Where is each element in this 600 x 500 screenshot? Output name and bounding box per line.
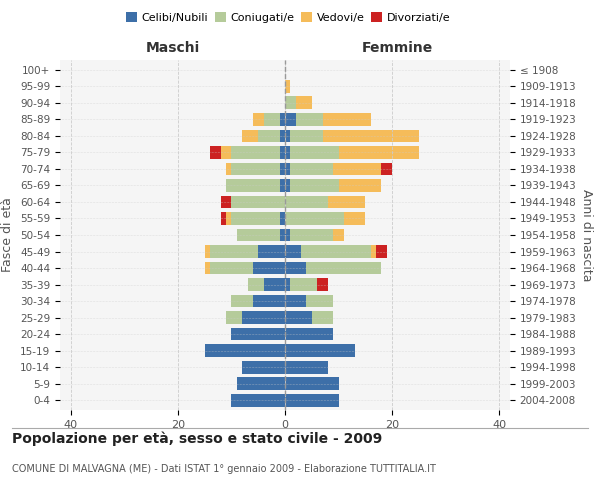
Bar xyxy=(263,278,285,291)
Bar xyxy=(226,179,280,192)
Bar xyxy=(205,262,210,274)
Bar xyxy=(290,146,338,159)
Bar xyxy=(210,146,221,159)
Bar xyxy=(285,311,312,324)
Bar xyxy=(232,328,285,340)
Bar xyxy=(328,196,365,208)
Bar xyxy=(285,212,344,225)
Text: Maschi: Maschi xyxy=(145,40,200,54)
Bar xyxy=(285,179,290,192)
Bar xyxy=(382,162,392,175)
Y-axis label: Anni di nascita: Anni di nascita xyxy=(580,188,593,281)
Bar xyxy=(232,162,280,175)
Bar xyxy=(344,212,365,225)
Bar xyxy=(263,113,280,126)
Bar xyxy=(237,377,285,390)
Bar xyxy=(317,278,328,291)
Bar xyxy=(333,162,382,175)
Bar xyxy=(296,96,312,110)
Bar xyxy=(210,245,258,258)
Bar xyxy=(323,113,371,126)
Bar xyxy=(221,196,232,208)
Bar xyxy=(280,179,285,192)
Legend: Celibi/Nubili, Coniugati/e, Vedovi/e, Divorziati/e: Celibi/Nubili, Coniugati/e, Vedovi/e, Di… xyxy=(121,8,455,28)
Bar xyxy=(376,245,387,258)
Bar xyxy=(258,245,285,258)
Bar xyxy=(237,228,280,241)
Bar xyxy=(258,130,280,142)
Bar xyxy=(232,196,285,208)
Bar xyxy=(280,113,285,126)
Bar xyxy=(253,113,263,126)
Bar xyxy=(285,262,307,274)
Bar xyxy=(285,162,290,175)
Bar xyxy=(285,130,290,142)
Bar xyxy=(312,311,333,324)
Bar xyxy=(242,130,258,142)
Bar xyxy=(205,344,285,357)
Bar xyxy=(232,294,253,308)
Bar xyxy=(221,146,232,159)
Bar xyxy=(226,162,232,175)
Bar xyxy=(285,294,307,308)
Bar xyxy=(285,328,333,340)
Bar xyxy=(301,245,371,258)
Bar xyxy=(290,228,333,241)
Bar xyxy=(221,212,226,225)
Bar xyxy=(285,80,290,93)
Bar xyxy=(210,262,253,274)
Bar xyxy=(290,278,317,291)
Bar xyxy=(285,278,290,291)
Bar xyxy=(285,344,355,357)
Bar xyxy=(280,212,285,225)
Bar xyxy=(323,130,419,142)
Bar xyxy=(338,179,382,192)
Text: Popolazione per età, sesso e stato civile - 2009: Popolazione per età, sesso e stato civil… xyxy=(12,431,382,446)
Bar xyxy=(290,179,338,192)
Bar xyxy=(226,311,242,324)
Bar xyxy=(285,228,290,241)
Bar xyxy=(253,294,285,308)
Bar xyxy=(290,162,333,175)
Bar xyxy=(285,377,338,390)
Bar xyxy=(371,245,376,258)
Bar xyxy=(307,294,333,308)
Bar xyxy=(290,130,323,142)
Bar xyxy=(338,146,419,159)
Text: COMUNE DI MALVAGNA (ME) - Dati ISTAT 1° gennaio 2009 - Elaborazione TUTTITALIA.I: COMUNE DI MALVAGNA (ME) - Dati ISTAT 1° … xyxy=(12,464,436,474)
Bar xyxy=(242,311,285,324)
Y-axis label: Fasce di età: Fasce di età xyxy=(1,198,14,272)
Bar xyxy=(232,212,280,225)
Bar xyxy=(253,262,285,274)
Bar xyxy=(285,360,328,374)
Bar xyxy=(333,228,344,241)
Bar xyxy=(226,212,232,225)
Bar xyxy=(280,130,285,142)
Bar xyxy=(280,162,285,175)
Bar xyxy=(285,113,296,126)
Bar xyxy=(285,196,328,208)
Bar xyxy=(248,278,263,291)
Bar xyxy=(280,146,285,159)
Bar xyxy=(296,113,323,126)
Bar xyxy=(280,228,285,241)
Bar xyxy=(232,394,285,406)
Bar xyxy=(307,262,382,274)
Text: Femmine: Femmine xyxy=(362,40,433,54)
Bar xyxy=(205,245,210,258)
Bar xyxy=(232,146,280,159)
Bar xyxy=(285,146,290,159)
Bar xyxy=(285,96,296,110)
Bar xyxy=(285,245,301,258)
Bar xyxy=(242,360,285,374)
Bar xyxy=(285,394,338,406)
